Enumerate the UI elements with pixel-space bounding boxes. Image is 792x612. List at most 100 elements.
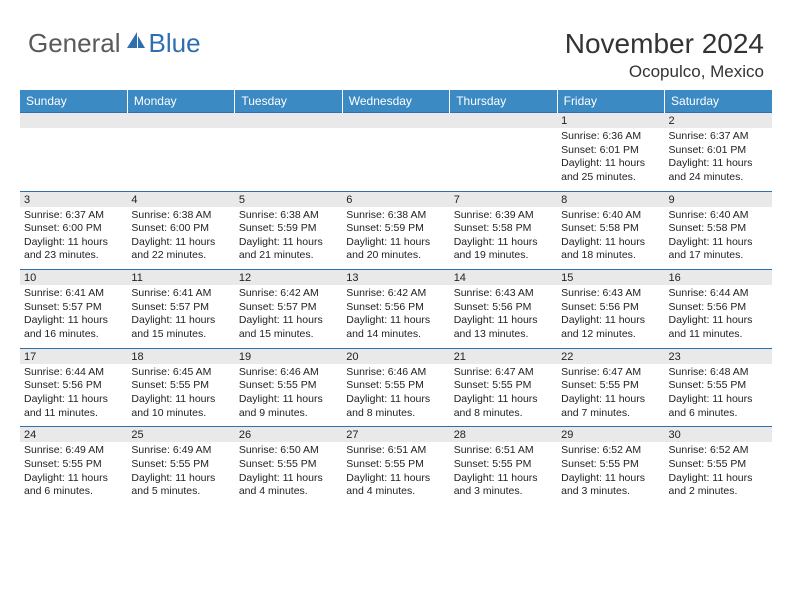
calendar-cell: 13Sunrise: 6:42 AMSunset: 5:56 PMDayligh… (342, 270, 449, 349)
day-content: Sunrise: 6:48 AMSunset: 5:55 PMDaylight:… (665, 364, 772, 427)
day-content: Sunrise: 6:43 AMSunset: 5:56 PMDaylight:… (450, 285, 557, 348)
day-number: 25 (127, 427, 234, 442)
sunset-text: Sunset: 5:56 PM (561, 301, 660, 315)
daylight-text: Daylight: 11 hours and 15 minutes. (239, 314, 338, 341)
weekday-header: Wednesday (342, 90, 449, 113)
day-content: Sunrise: 6:52 AMSunset: 5:55 PMDaylight:… (665, 442, 772, 505)
calendar-cell: 19Sunrise: 6:46 AMSunset: 5:55 PMDayligh… (235, 348, 342, 427)
calendar-cell (450, 113, 557, 192)
day-number (450, 113, 557, 128)
day-number: 26 (235, 427, 342, 442)
calendar-cell (342, 113, 449, 192)
sunrise-text: Sunrise: 6:46 AM (239, 366, 338, 380)
sunrise-text: Sunrise: 6:52 AM (561, 444, 660, 458)
sunset-text: Sunset: 5:55 PM (561, 458, 660, 472)
day-content: Sunrise: 6:39 AMSunset: 5:58 PMDaylight:… (450, 207, 557, 270)
header: General Blue November 2024 Ocopulco, Mex… (0, 0, 792, 90)
day-number (235, 113, 342, 128)
daylight-text: Daylight: 11 hours and 5 minutes. (131, 472, 230, 499)
day-content: Sunrise: 6:49 AMSunset: 5:55 PMDaylight:… (20, 442, 127, 505)
calendar-cell: 17Sunrise: 6:44 AMSunset: 5:56 PMDayligh… (20, 348, 127, 427)
day-number: 22 (557, 349, 664, 364)
sunrise-text: Sunrise: 6:44 AM (24, 366, 123, 380)
sunset-text: Sunset: 5:57 PM (239, 301, 338, 315)
day-content: Sunrise: 6:44 AMSunset: 5:56 PMDaylight:… (665, 285, 772, 348)
day-number: 23 (665, 349, 772, 364)
day-number: 1 (557, 113, 664, 128)
sunset-text: Sunset: 6:01 PM (561, 144, 660, 158)
sunrise-text: Sunrise: 6:49 AM (131, 444, 230, 458)
daylight-text: Daylight: 11 hours and 4 minutes. (346, 472, 445, 499)
sunset-text: Sunset: 5:55 PM (346, 458, 445, 472)
sunset-text: Sunset: 5:59 PM (346, 222, 445, 236)
daylight-text: Daylight: 11 hours and 9 minutes. (239, 393, 338, 420)
day-content: Sunrise: 6:40 AMSunset: 5:58 PMDaylight:… (665, 207, 772, 270)
calendar-row: 1Sunrise: 6:36 AMSunset: 6:01 PMDaylight… (20, 113, 772, 192)
calendar-cell: 3 Sunrise: 6:37 AMSunset: 6:00 PMDaylight… (20, 191, 127, 270)
day-number: 27 (342, 427, 449, 442)
day-content: Sunrise: 6:52 AMSunset: 5:55 PMDaylight:… (557, 442, 664, 505)
day-number: 6 (342, 192, 449, 207)
sunrise-text: Sunrise: 6:51 AM (454, 444, 553, 458)
weekday-header: Sunday (20, 90, 127, 113)
daylight-text: Daylight: 11 hours and 21 minutes. (239, 236, 338, 263)
calendar-cell: 1Sunrise: 6:36 AMSunset: 6:01 PMDaylight… (557, 113, 664, 192)
calendar-cell: 16Sunrise: 6:44 AMSunset: 5:56 PMDayligh… (665, 270, 772, 349)
daylight-text: Daylight: 11 hours and 2 minutes. (669, 472, 768, 499)
sunset-text: Sunset: 5:55 PM (669, 458, 768, 472)
day-content (342, 128, 449, 186)
calendar-row: 3Sunrise: 6:37 AMSunset: 6:00 PMDaylight… (20, 191, 772, 270)
sunset-text: Sunset: 5:55 PM (454, 458, 553, 472)
sunrise-text: Sunrise: 6:45 AM (131, 366, 230, 380)
daylight-text: Daylight: 11 hours and 19 minutes. (454, 236, 553, 263)
daylight-text: Daylight: 11 hours and 4 minutes. (239, 472, 338, 499)
calendar-cell: 18Sunrise: 6:45 AMSunset: 5:55 PMDayligh… (127, 348, 234, 427)
calendar-cell: 23Sunrise: 6:48 AMSunset: 5:55 PMDayligh… (665, 348, 772, 427)
sunset-text: Sunset: 6:00 PM (24, 222, 123, 236)
calendar-cell: 9Sunrise: 6:40 AMSunset: 5:58 PMDaylight… (665, 191, 772, 270)
day-content: Sunrise: 6:36 AMSunset: 6:01 PMDaylight:… (557, 128, 664, 191)
calendar-cell: 27Sunrise: 6:51 AMSunset: 5:55 PMDayligh… (342, 427, 449, 505)
calendar-body: 1Sunrise: 6:36 AMSunset: 6:01 PMDaylight… (20, 113, 772, 505)
sunset-text: Sunset: 5:57 PM (131, 301, 230, 315)
day-content: Sunrise: 6:37 AMSunset: 6:01 PMDaylight:… (665, 128, 772, 191)
calendar-row: 17Sunrise: 6:44 AMSunset: 5:56 PMDayligh… (20, 348, 772, 427)
daylight-text: Daylight: 11 hours and 20 minutes. (346, 236, 445, 263)
day-content: Sunrise: 6:38 AMSunset: 5:59 PMDaylight:… (235, 207, 342, 270)
day-number: 18 (127, 349, 234, 364)
calendar-cell: 29Sunrise: 6:52 AMSunset: 5:55 PMDayligh… (557, 427, 664, 505)
day-number: 3 (20, 192, 127, 207)
sunset-text: Sunset: 5:55 PM (239, 379, 338, 393)
sunrise-text: Sunrise: 6:46 AM (346, 366, 445, 380)
day-number (20, 113, 127, 128)
sunrise-text: Sunrise: 6:38 AM (239, 209, 338, 223)
day-number: 30 (665, 427, 772, 442)
calendar-cell (20, 113, 127, 192)
daylight-text: Daylight: 11 hours and 16 minutes. (24, 314, 123, 341)
calendar-cell: 12Sunrise: 6:42 AMSunset: 5:57 PMDayligh… (235, 270, 342, 349)
daylight-text: Daylight: 11 hours and 18 minutes. (561, 236, 660, 263)
daylight-text: Daylight: 11 hours and 10 minutes. (131, 393, 230, 420)
day-content: Sunrise: 6:40 AMSunset: 5:58 PMDaylight:… (557, 207, 664, 270)
sunrise-text: Sunrise: 6:48 AM (669, 366, 768, 380)
daylight-text: Daylight: 11 hours and 24 minutes. (669, 157, 768, 184)
sunrise-text: Sunrise: 6:40 AM (669, 209, 768, 223)
daylight-text: Daylight: 11 hours and 23 minutes. (24, 236, 123, 263)
day-content (20, 128, 127, 186)
daylight-text: Daylight: 11 hours and 3 minutes. (561, 472, 660, 499)
weekday-header: Tuesday (235, 90, 342, 113)
sunrise-text: Sunrise: 6:37 AM (24, 209, 123, 223)
day-number: 4 (127, 192, 234, 207)
day-number: 21 (450, 349, 557, 364)
sunset-text: Sunset: 5:56 PM (669, 301, 768, 315)
sunrise-text: Sunrise: 6:37 AM (669, 130, 768, 144)
sunrise-text: Sunrise: 6:47 AM (561, 366, 660, 380)
calendar-cell (127, 113, 234, 192)
sunrise-text: Sunrise: 6:38 AM (131, 209, 230, 223)
sunrise-text: Sunrise: 6:42 AM (239, 287, 338, 301)
calendar-cell: 22Sunrise: 6:47 AMSunset: 5:55 PMDayligh… (557, 348, 664, 427)
calendar-row: 10Sunrise: 6:41 AMSunset: 5:57 PMDayligh… (20, 270, 772, 349)
sunset-text: Sunset: 5:55 PM (239, 458, 338, 472)
daylight-text: Daylight: 11 hours and 6 minutes. (24, 472, 123, 499)
sunset-text: Sunset: 5:56 PM (346, 301, 445, 315)
